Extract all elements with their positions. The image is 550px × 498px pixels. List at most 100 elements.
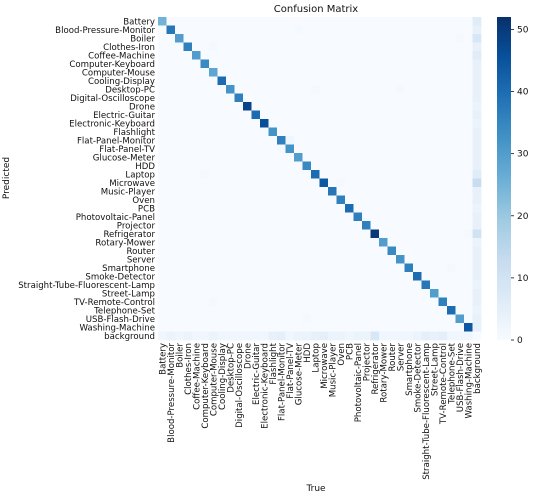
heatmap-cell [234,76,244,86]
heatmap-cell [438,136,448,145]
heatmap-cell [413,306,422,315]
heatmap-cell [175,34,184,43]
heatmap-cell [362,161,371,171]
heatmap-cell [362,178,371,188]
heatmap-cell [421,144,431,154]
heatmap-cell [166,229,176,239]
heatmap-cell [217,127,227,137]
heatmap-cell [260,42,269,52]
heatmap-cell [226,170,235,179]
heatmap-cell [183,51,193,60]
heatmap-cell [455,17,465,26]
heatmap-cell [183,195,193,205]
heatmap-cell [379,263,388,273]
heatmap-cell [217,187,227,196]
heatmap-cell [387,34,397,43]
heatmap-cell [183,280,193,290]
heatmap-cell [353,68,363,77]
heatmap-cell [472,127,482,137]
heatmap-cell [404,306,414,315]
heatmap-cell [430,289,439,298]
heatmap-cell [370,212,380,222]
heatmap-cell [430,25,439,35]
heatmap-cell [302,85,312,94]
heatmap-cell [328,110,337,120]
heatmap-cell [370,297,380,307]
heatmap-cell [345,42,354,52]
heatmap-cell [302,34,312,43]
heatmap-cell [472,246,482,256]
heatmap-cell [268,263,278,273]
heatmap-cell [328,297,337,307]
heatmap-cell [353,187,363,196]
heatmap-cell [166,255,176,264]
heatmap-cell [158,331,167,341]
heatmap-cell [404,280,414,290]
heatmap-cell [260,17,269,26]
heatmap-cell [430,42,439,52]
heatmap-cell [277,144,286,154]
heatmap-cell [455,102,465,111]
heatmap-cell [396,93,405,103]
heatmap-cell [268,187,278,196]
heatmap-cell [192,306,201,315]
heatmap-cell [447,51,456,60]
heatmap-cells [158,17,482,341]
heatmap-cell [447,229,456,239]
heatmap-cell [311,289,320,298]
heatmap-cell [455,204,465,213]
heatmap-cell [362,68,371,77]
heatmap-cell [319,17,329,26]
heatmap-cell [336,34,346,43]
heatmap-cell [183,144,193,154]
heatmap-cell [226,272,235,281]
heatmap-cell [396,68,405,77]
heatmap-cell [387,170,397,179]
heatmap-cell [336,178,346,188]
heatmap-cell [175,102,184,111]
heatmap-cell [200,42,210,52]
heatmap-cell [387,76,397,86]
heatmap-cell [328,229,337,239]
heatmap-cell [268,34,278,43]
heatmap-cell [328,119,337,128]
heatmap-cell [209,178,218,188]
heatmap-cell [158,187,167,196]
heatmap-cell [430,212,439,222]
heatmap-cell [302,161,312,171]
heatmap-cell [192,204,201,213]
heatmap-cell [472,238,482,247]
heatmap-cell [166,178,176,188]
heatmap-cell [438,85,448,94]
heatmap-cell [353,272,363,281]
heatmap-cell [421,110,431,120]
heatmap-cell [166,323,176,332]
heatmap-cell [472,306,482,315]
heatmap-cell [192,187,201,196]
heatmap-cell [404,170,414,179]
heatmap-cell [234,51,244,60]
heatmap-cell [464,119,473,128]
heatmap-cell [251,102,261,111]
heatmap-cell [353,297,363,307]
heatmap-cell [260,306,269,315]
heatmap-cell [387,323,397,332]
heatmap-cell [243,170,252,179]
heatmap-cell [260,51,269,60]
heatmap-cell [166,272,176,281]
heatmap-cell [336,229,346,239]
heatmap-cell [285,187,295,196]
heatmap-cell [447,25,456,35]
y-tick-label: Coffee-Machine [88,51,155,61]
heatmap-cell [430,127,439,137]
heatmap-cell [302,187,312,196]
heatmap-cell [396,297,405,307]
y-tick-label: Smoke-Detector [85,272,155,282]
heatmap-cell [166,212,176,222]
heatmap-cell [158,136,167,145]
heatmap-cell [217,85,227,94]
heatmap-cell [455,93,465,103]
heatmap-cell [370,161,380,171]
heatmap-cell [362,119,371,128]
heatmap-cell [268,221,278,230]
